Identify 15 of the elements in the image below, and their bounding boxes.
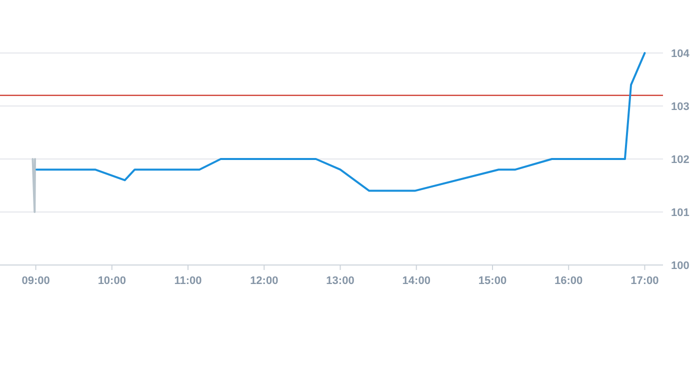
y-tick-label: 103: [671, 101, 690, 113]
x-tick-label: 13:00: [326, 275, 354, 287]
y-tick-label: 102: [671, 154, 690, 166]
x-tick-label: 14:00: [402, 275, 430, 287]
x-tick-label: 15:00: [478, 275, 507, 287]
y-tick-label: 104: [671, 48, 690, 60]
line-series: [36, 52, 646, 192]
x-tick-label: 11:00: [174, 275, 202, 287]
x-tick-label: 17:00: [630, 275, 659, 287]
x-tick-label: 12:00: [250, 275, 278, 287]
x-tick-label: 16:00: [554, 275, 583, 287]
y-tick-label: 101: [671, 207, 690, 219]
y-tick-label: 100: [671, 260, 690, 272]
x-tick-label: 09:00: [22, 275, 50, 287]
x-tick-label: 10:00: [98, 275, 126, 287]
